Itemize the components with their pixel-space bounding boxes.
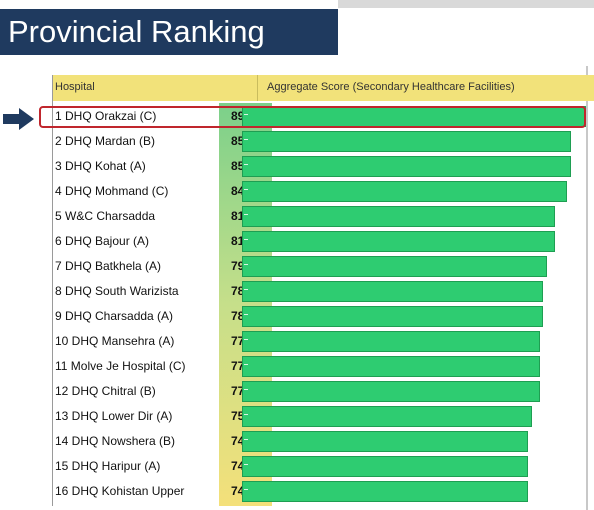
bar-tick (244, 389, 248, 390)
hospital-name: 16 DHQ Kohistan Upper (55, 484, 185, 498)
score-bar (242, 156, 571, 177)
table-left-border (52, 75, 53, 506)
table-header: Hospital Aggregate Score (Secondary Heal… (52, 75, 594, 101)
table-row: 6 DHQ Bajour (A)81% (52, 229, 594, 254)
bar-tick (244, 164, 248, 165)
bar-tick (244, 264, 248, 265)
bar-tick (244, 214, 248, 215)
bar-tick (244, 289, 248, 290)
hospital-name: 11 Molve Je Hospital (C) (55, 359, 186, 373)
score-bar (242, 131, 571, 152)
column-header-hospital: Hospital (55, 81, 95, 93)
hospital-name: 13 DHQ Lower Dir (A) (55, 409, 173, 423)
hospital-name: 12 DHQ Chitral (B) (55, 384, 156, 398)
bar-tick (244, 114, 248, 115)
score-bar (242, 331, 540, 352)
hospital-name: 9 DHQ Charsadda (A) (55, 309, 174, 323)
score-bar (242, 231, 555, 252)
table-row: 13 DHQ Lower Dir (A)75% (52, 404, 594, 429)
table-row: 12 DHQ Chitral (B)77% (52, 379, 594, 404)
hospital-name: 15 DHQ Haripur (A) (55, 459, 161, 473)
column-header-aggregate: Aggregate Score (Secondary Healthcare Fa… (267, 81, 515, 93)
score-bar (242, 181, 567, 202)
table-row: 3 DHQ Kohat (A)85% (52, 154, 594, 179)
bar-tick (244, 139, 248, 140)
score-bar (242, 306, 543, 327)
header-separator (257, 75, 258, 101)
bar-tick (244, 414, 248, 415)
table-row: 16 DHQ Kohistan Upper74% (52, 479, 594, 504)
hospital-name: 6 DHQ Bajour (A) (55, 234, 150, 248)
table-row: 4 DHQ Mohmand (C)84% (52, 179, 594, 204)
highlight-box (39, 106, 586, 128)
bar-tick (244, 239, 248, 240)
ranking-table: Hospital Aggregate Score (Secondary Heal… (32, 66, 594, 506)
page-title: Provincial Ranking (0, 9, 338, 55)
hospital-name: 4 DHQ Mohmand (C) (55, 184, 169, 198)
table-row: 14 DHQ Nowshera (B)74% (52, 429, 594, 454)
bar-tick (244, 314, 248, 315)
score-bar (242, 256, 547, 277)
top-strip (338, 0, 594, 8)
hospital-name: 8 DHQ South Warizista (55, 284, 179, 298)
table-row: 8 DHQ South Warizista78% (52, 279, 594, 304)
score-bar (242, 456, 528, 477)
hospital-name: 7 DHQ Batkhela (A) (55, 259, 162, 273)
table-row: 7 DHQ Batkhela (A)79% (52, 254, 594, 279)
hospital-name: 1 DHQ Orakzai (C) (55, 109, 157, 123)
table-row: 5 W&C Charsadda81% (52, 204, 594, 229)
arrow-right-icon (3, 108, 34, 130)
table-row: 9 DHQ Charsadda (A)78% (52, 304, 594, 329)
hospital-name: 5 W&C Charsadda (55, 209, 156, 223)
score-bar (242, 431, 528, 452)
table-row: 10 DHQ Mansehra (A)77% (52, 329, 594, 354)
score-bar (242, 406, 532, 427)
bar-tick (244, 364, 248, 365)
bar-tick (244, 189, 248, 190)
score-bar (242, 281, 543, 302)
bar-tick (244, 464, 248, 465)
score-bar (242, 356, 540, 377)
bar-tick (244, 339, 248, 340)
score-bar (242, 481, 528, 502)
hospital-name: 2 DHQ Mardan (B) (55, 134, 156, 148)
bar-tick (244, 439, 248, 440)
bar-tick (244, 489, 248, 490)
hospital-name: 14 DHQ Nowshera (B) (55, 434, 176, 448)
right-divider (586, 66, 588, 510)
score-bar (242, 381, 540, 402)
table-row: 2 DHQ Mardan (B)85% (52, 129, 594, 154)
hospital-name: 10 DHQ Mansehra (A) (55, 334, 175, 348)
table-row: 15 DHQ Haripur (A)74% (52, 454, 594, 479)
hospital-name: 3 DHQ Kohat (A) (55, 159, 146, 173)
score-bar (242, 206, 555, 227)
table-row: 11 Molve Je Hospital (C)77% (52, 354, 594, 379)
